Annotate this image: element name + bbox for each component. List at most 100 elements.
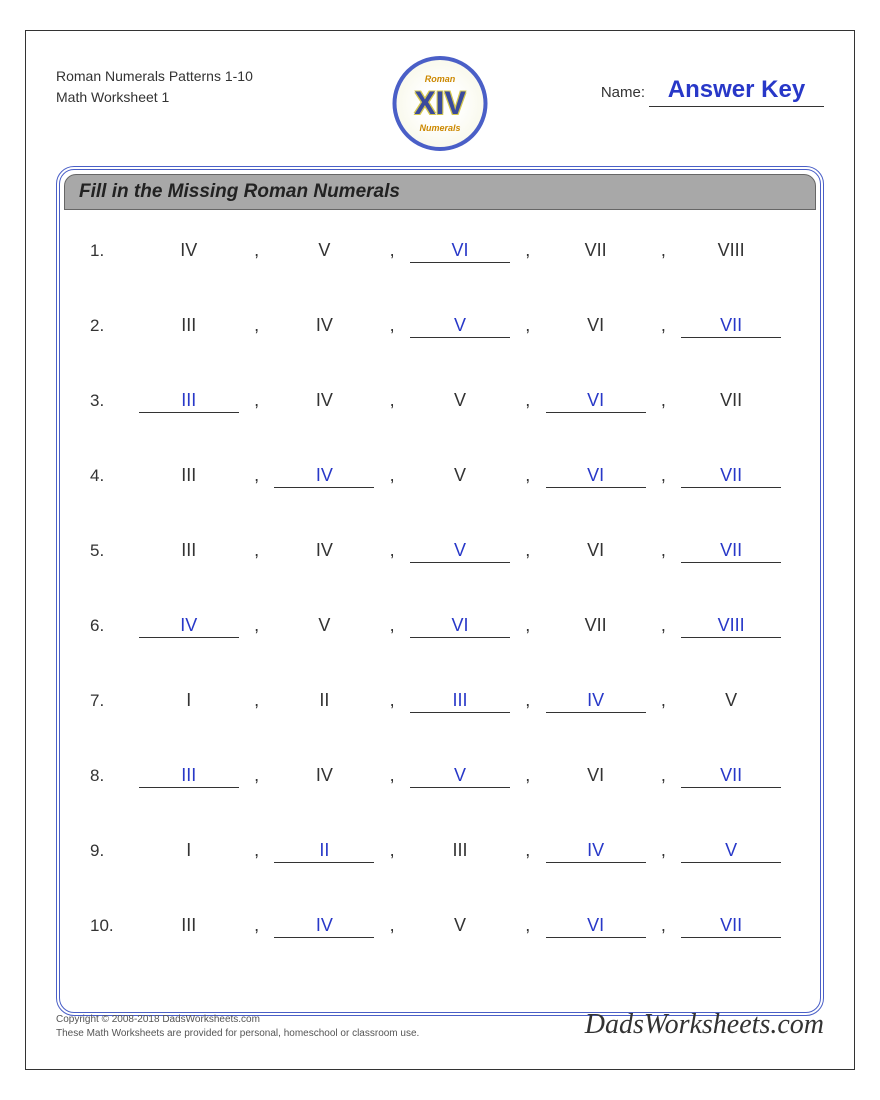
problem-number: 10.	[90, 916, 130, 936]
separator: ,	[383, 465, 401, 486]
separator: ,	[383, 840, 401, 861]
cell: V	[401, 315, 519, 338]
given-value: VII	[546, 240, 646, 261]
answer-value: VI	[546, 390, 646, 413]
given-value: IV	[274, 390, 374, 411]
cell: VII	[672, 465, 790, 488]
problem-row: 3.III,IV,V,VI,VII	[90, 390, 790, 413]
cell: IV	[266, 915, 384, 938]
cell: VII	[537, 240, 655, 261]
given-value: V	[410, 390, 510, 411]
separator: ,	[654, 315, 672, 336]
separator: ,	[654, 915, 672, 936]
problem-row: 6.IV,V,VI,VII,VIII	[90, 615, 790, 638]
cell: VI	[537, 540, 655, 561]
problems-container: 1.IV,V,VI,VII,VIII2.III,IV,V,VI,VII3.III…	[60, 210, 820, 1000]
separator: ,	[654, 765, 672, 786]
logo-bottom-text: Numerals	[419, 123, 460, 133]
separator: ,	[383, 240, 401, 261]
problem-row: 10.III,IV,V,VI,VII	[90, 915, 790, 938]
problem-number: 1.	[90, 241, 130, 261]
answer-value: VII	[681, 540, 781, 563]
given-value: VII	[681, 390, 781, 411]
name-value: Answer Key	[649, 76, 824, 107]
name-label: Name:	[601, 84, 645, 101]
separator: ,	[519, 315, 537, 336]
cell: III	[130, 390, 248, 413]
separator: ,	[383, 540, 401, 561]
given-value: III	[139, 315, 239, 336]
cell: III	[130, 765, 248, 788]
cell: VI	[537, 390, 655, 413]
answer-value: V	[410, 315, 510, 338]
answer-value: III	[139, 390, 239, 413]
given-value: III	[139, 465, 239, 486]
cell: VI	[401, 615, 519, 638]
separator: ,	[654, 390, 672, 411]
separator: ,	[654, 540, 672, 561]
answer-value: V	[410, 540, 510, 563]
cells: I,II,III,IV,V	[130, 840, 790, 863]
cell: IV	[266, 540, 384, 561]
separator: ,	[383, 765, 401, 786]
separator: ,	[248, 765, 266, 786]
cell: V	[266, 615, 384, 636]
separator: ,	[654, 840, 672, 861]
separator: ,	[248, 390, 266, 411]
cell: VII	[672, 315, 790, 338]
cell: VII	[672, 540, 790, 563]
cells: III,IV,V,VI,VII	[130, 390, 790, 413]
answer-value: IV	[274, 465, 374, 488]
answer-value: VII	[681, 315, 781, 338]
cell: VI	[537, 765, 655, 786]
title-line1: Roman Numerals Patterns 1-10	[56, 66, 253, 87]
separator: ,	[248, 615, 266, 636]
answer-value: VI	[546, 915, 646, 938]
answer-value: V	[681, 840, 781, 863]
separator: ,	[654, 615, 672, 636]
cell: V	[401, 465, 519, 486]
given-value: VIII	[681, 240, 781, 261]
cell: V	[401, 765, 519, 788]
name-field: Name: Answer Key	[601, 61, 824, 107]
answer-value: IV	[546, 690, 646, 713]
footer: Copyright © 2008-2018 DadsWorksheets.com…	[56, 1009, 824, 1041]
cell: VI	[401, 240, 519, 263]
cell: V	[266, 240, 384, 261]
given-value: I	[139, 840, 239, 861]
cells: IV,V,VI,VII,VIII	[130, 240, 790, 263]
problem-number: 2.	[90, 316, 130, 336]
cell: IV	[537, 840, 655, 863]
problem-row: 7.I,II,III,IV,V	[90, 690, 790, 713]
cells: III,IV,V,VI,VII	[130, 315, 790, 338]
cells: III,IV,V,VI,VII	[130, 765, 790, 788]
separator: ,	[519, 840, 537, 861]
answer-value: II	[274, 840, 374, 863]
separator: ,	[383, 915, 401, 936]
answer-value: III	[139, 765, 239, 788]
separator: ,	[248, 240, 266, 261]
logo: Roman XIV Numerals	[393, 56, 488, 151]
answer-value: VII	[681, 465, 781, 488]
given-value: III	[139, 915, 239, 936]
cell: IV	[130, 615, 248, 638]
cell: III	[130, 465, 248, 486]
problem-number: 8.	[90, 766, 130, 786]
problem-row: 8.III,IV,V,VI,VII	[90, 765, 790, 788]
main-box: Fill in the Missing Roman Numerals 1.IV,…	[56, 166, 824, 1016]
separator: ,	[519, 615, 537, 636]
answer-value: IV	[546, 840, 646, 863]
problem-row: 1.IV,V,VI,VII,VIII	[90, 240, 790, 263]
cell: II	[266, 690, 384, 711]
cells: III,IV,V,VI,VII	[130, 465, 790, 488]
cell: VIII	[672, 240, 790, 261]
cell: I	[130, 690, 248, 711]
separator: ,	[383, 390, 401, 411]
given-value: VI	[546, 540, 646, 561]
problem-number: 6.	[90, 616, 130, 636]
answer-value: VIII	[681, 615, 781, 638]
separator: ,	[383, 690, 401, 711]
cell: III	[130, 540, 248, 561]
separator: ,	[654, 690, 672, 711]
cell: VII	[672, 915, 790, 938]
